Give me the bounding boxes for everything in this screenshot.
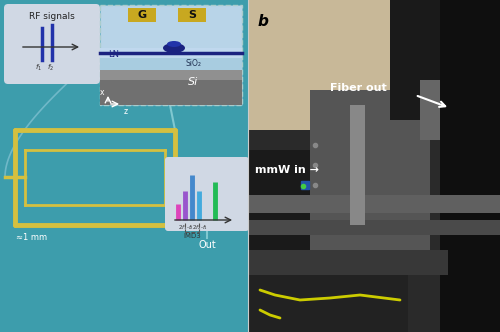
Bar: [310, 90, 430, 250]
Text: ≈1 mm: ≈1 mm: [16, 233, 47, 242]
Text: Si: Si: [188, 77, 198, 87]
Ellipse shape: [163, 43, 185, 53]
Text: G: G: [138, 10, 146, 20]
Text: z: z: [124, 107, 128, 116]
Bar: [248, 195, 500, 213]
Ellipse shape: [167, 41, 181, 47]
Text: $2f_2$-$f_1$: $2f_2$-$f_1$: [192, 223, 208, 232]
Bar: [248, 275, 408, 332]
FancyBboxPatch shape: [100, 5, 242, 105]
Text: Out: Out: [198, 240, 216, 250]
Bar: [248, 150, 328, 332]
Bar: [248, 0, 500, 332]
Bar: [350, 105, 365, 225]
Bar: [0, 0, 248, 332]
Text: $f_1$: $f_1$: [36, 63, 43, 73]
Text: SiO₂: SiO₂: [185, 58, 201, 67]
Text: b: b: [258, 14, 269, 29]
Bar: [248, 130, 500, 332]
Text: IMD3: IMD3: [183, 233, 201, 239]
Bar: [248, 250, 448, 275]
Bar: [100, 70, 242, 105]
Bar: [420, 80, 440, 140]
Text: $2f_1$-$f_2$: $2f_1$-$f_2$: [178, 223, 194, 232]
Bar: [390, 0, 500, 120]
Text: S: S: [188, 10, 196, 20]
Bar: [248, 0, 500, 130]
Text: $f_2$: $f_2$: [48, 63, 54, 73]
Bar: [128, 8, 156, 22]
Text: mmW in →: mmW in →: [255, 165, 319, 175]
Bar: [100, 70, 242, 80]
Bar: [440, 0, 500, 332]
Text: x: x: [100, 88, 104, 97]
Bar: [178, 8, 206, 22]
Text: RF signals: RF signals: [29, 12, 75, 21]
Bar: [100, 48, 242, 58]
Text: LN: LN: [108, 49, 119, 58]
Text: Fiber out: Fiber out: [330, 83, 387, 93]
Bar: [100, 58, 242, 70]
Bar: [248, 220, 500, 235]
FancyBboxPatch shape: [4, 4, 100, 84]
FancyBboxPatch shape: [165, 157, 249, 231]
